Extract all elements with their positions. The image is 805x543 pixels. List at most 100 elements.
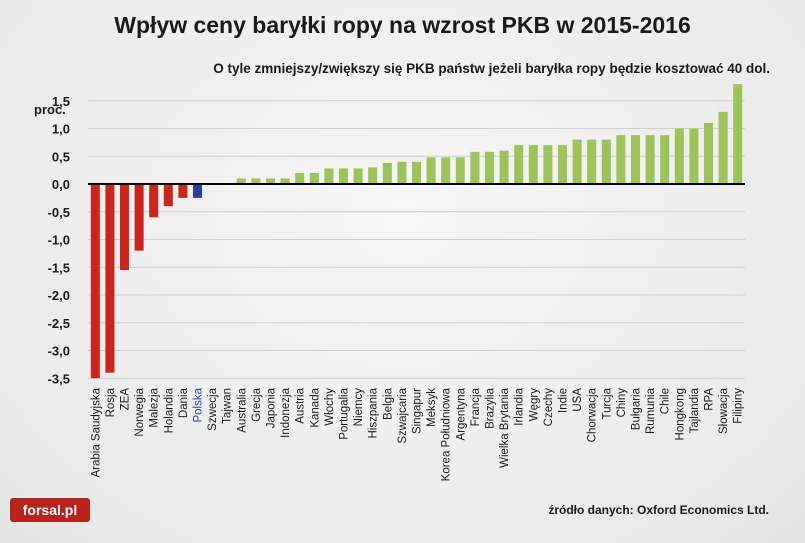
bar-irlandia	[514, 145, 524, 184]
bar-tajlandia	[689, 128, 699, 184]
x-tick-label: Filipiny	[733, 388, 745, 424]
y-tick-label: -3,5	[48, 371, 70, 386]
x-tick-label: Polska	[193, 387, 205, 422]
x-tick-label: Norwegia	[134, 387, 146, 436]
bar-chorwacja	[587, 139, 597, 184]
x-tick-label: Australia	[236, 387, 248, 432]
y-tick-label: -0,5	[48, 205, 70, 220]
chart-subtitle: O tyle zmniejszy/zwiększy się PKB państw…	[213, 61, 770, 76]
x-tick-label: Japonia	[266, 387, 278, 428]
bar-meksyk	[426, 157, 436, 184]
y-tick-label: 1,5	[52, 94, 70, 109]
x-tick-label: Indie	[558, 388, 570, 413]
y-tick-label: -1,0	[48, 233, 70, 248]
bar-japonia	[265, 178, 276, 184]
y-axis-unit-label: proc.	[34, 102, 66, 117]
x-tick-label: Włochy	[324, 388, 336, 426]
bar-filipiny	[733, 84, 743, 184]
bar-holandia	[163, 184, 173, 207]
x-tick-label: Tajwan	[222, 388, 234, 424]
bar-szwajcaria	[397, 161, 407, 184]
bar-belgia	[382, 162, 392, 184]
y-tick-label: 0,5	[52, 149, 70, 164]
bar-rosja	[105, 184, 115, 373]
y-tick-label: -3,0	[48, 344, 70, 359]
forsal-logo: forsal.pl	[10, 498, 90, 522]
x-tick-label: Indonezja	[280, 387, 292, 437]
bar-polska	[192, 184, 203, 198]
x-tick-label: Arabia Saudyjska	[90, 387, 102, 477]
x-tick-label: USA	[572, 388, 584, 412]
x-tick-label: Belgia	[382, 387, 394, 420]
bar-argentyna	[455, 157, 465, 184]
y-tick-label: 0,0	[52, 177, 70, 192]
bar-rumunia	[645, 135, 655, 184]
x-tick-label: Chiny	[616, 388, 628, 418]
bar-bułgaria	[630, 135, 641, 184]
x-tick-label: Portugalia	[339, 387, 351, 439]
bar-chiny	[616, 135, 626, 184]
bar-kanada	[309, 172, 319, 184]
bar-hiszpania	[368, 167, 378, 184]
x-tick-label: Niemcy	[353, 388, 365, 427]
chart-title: Wpływ ceny baryłki ropy na wzrost PKB w …	[114, 12, 691, 38]
x-tick-label: Hongkong	[674, 388, 686, 440]
x-tick-label: Słowacja	[718, 387, 730, 434]
x-tick-labels: Arabia Saudyjska Rosja ZEA Norwegia Malezja H…	[90, 387, 744, 481]
x-tick-label: Meksyk	[426, 388, 438, 427]
bar-indie	[557, 145, 568, 184]
y-tick-label: 1,0	[52, 122, 70, 137]
x-tick-label: Brazylia	[485, 387, 497, 429]
bar-singapur	[411, 161, 422, 184]
x-tick-label: Wielka Brytania	[499, 387, 511, 467]
bar-arabia-saudyjska	[90, 184, 100, 379]
x-tick-label: Malezja	[149, 387, 161, 427]
x-tick-label: Rumunia	[645, 387, 657, 434]
x-tick-label: Hiszpania	[368, 387, 380, 438]
bar-wielka-brytania	[499, 150, 509, 184]
bars	[90, 84, 743, 379]
bar-słowacja	[718, 111, 728, 184]
bar-grecja	[251, 178, 261, 184]
x-tick-label: Węgry	[528, 388, 540, 421]
x-tick-label: Rosja	[105, 387, 117, 417]
bar-portugalia	[338, 168, 349, 184]
bar-chile	[660, 135, 670, 184]
bar-zea	[119, 184, 130, 271]
bar-węgry	[528, 145, 538, 184]
x-tick-label: Francja	[470, 387, 482, 426]
bar-francja	[470, 151, 480, 184]
y-tick-labels: 1,5 1,0 0,5 0,0 -0,5 -1,0 -1,5 -2,0 -2,5 -3,0 -3,5	[48, 94, 70, 387]
bar-austria	[295, 172, 305, 184]
x-tick-label: Chile	[660, 388, 672, 414]
x-tick-label: Argentyna	[455, 387, 467, 440]
bar-usa	[572, 139, 582, 184]
x-tick-label: Szwajcaria	[397, 387, 409, 443]
bar-brazylia	[484, 151, 495, 184]
y-tick-label: -1,5	[48, 260, 70, 275]
x-tick-label: Austria	[295, 387, 307, 423]
x-tick-label: Chorwacja	[587, 387, 599, 442]
bar-norwegia	[134, 184, 144, 251]
x-tick-label: Bułgaria	[631, 387, 643, 430]
y-tick-label: -2,0	[48, 288, 70, 303]
bar-niemcy	[353, 168, 363, 184]
bar-malezja	[149, 184, 159, 218]
x-tick-label: Holandia	[163, 387, 175, 433]
bar-hongkong	[674, 128, 684, 184]
bar-włochy	[324, 168, 334, 184]
bar-turcja	[601, 139, 611, 184]
x-tick-label: Korea Południowa	[441, 387, 453, 481]
x-tick-label: Dania	[178, 387, 190, 418]
bar-czechy	[543, 145, 553, 184]
bar-australia	[236, 178, 246, 184]
bar-indonezja	[280, 178, 290, 184]
bar-rpa	[703, 122, 714, 184]
x-tick-label: RPA	[704, 388, 716, 411]
x-tick-label: Czechy	[543, 388, 555, 427]
bar-korea-południowa	[441, 157, 451, 184]
x-tick-label: Irlandia	[514, 387, 526, 425]
bar-dania	[178, 184, 188, 198]
